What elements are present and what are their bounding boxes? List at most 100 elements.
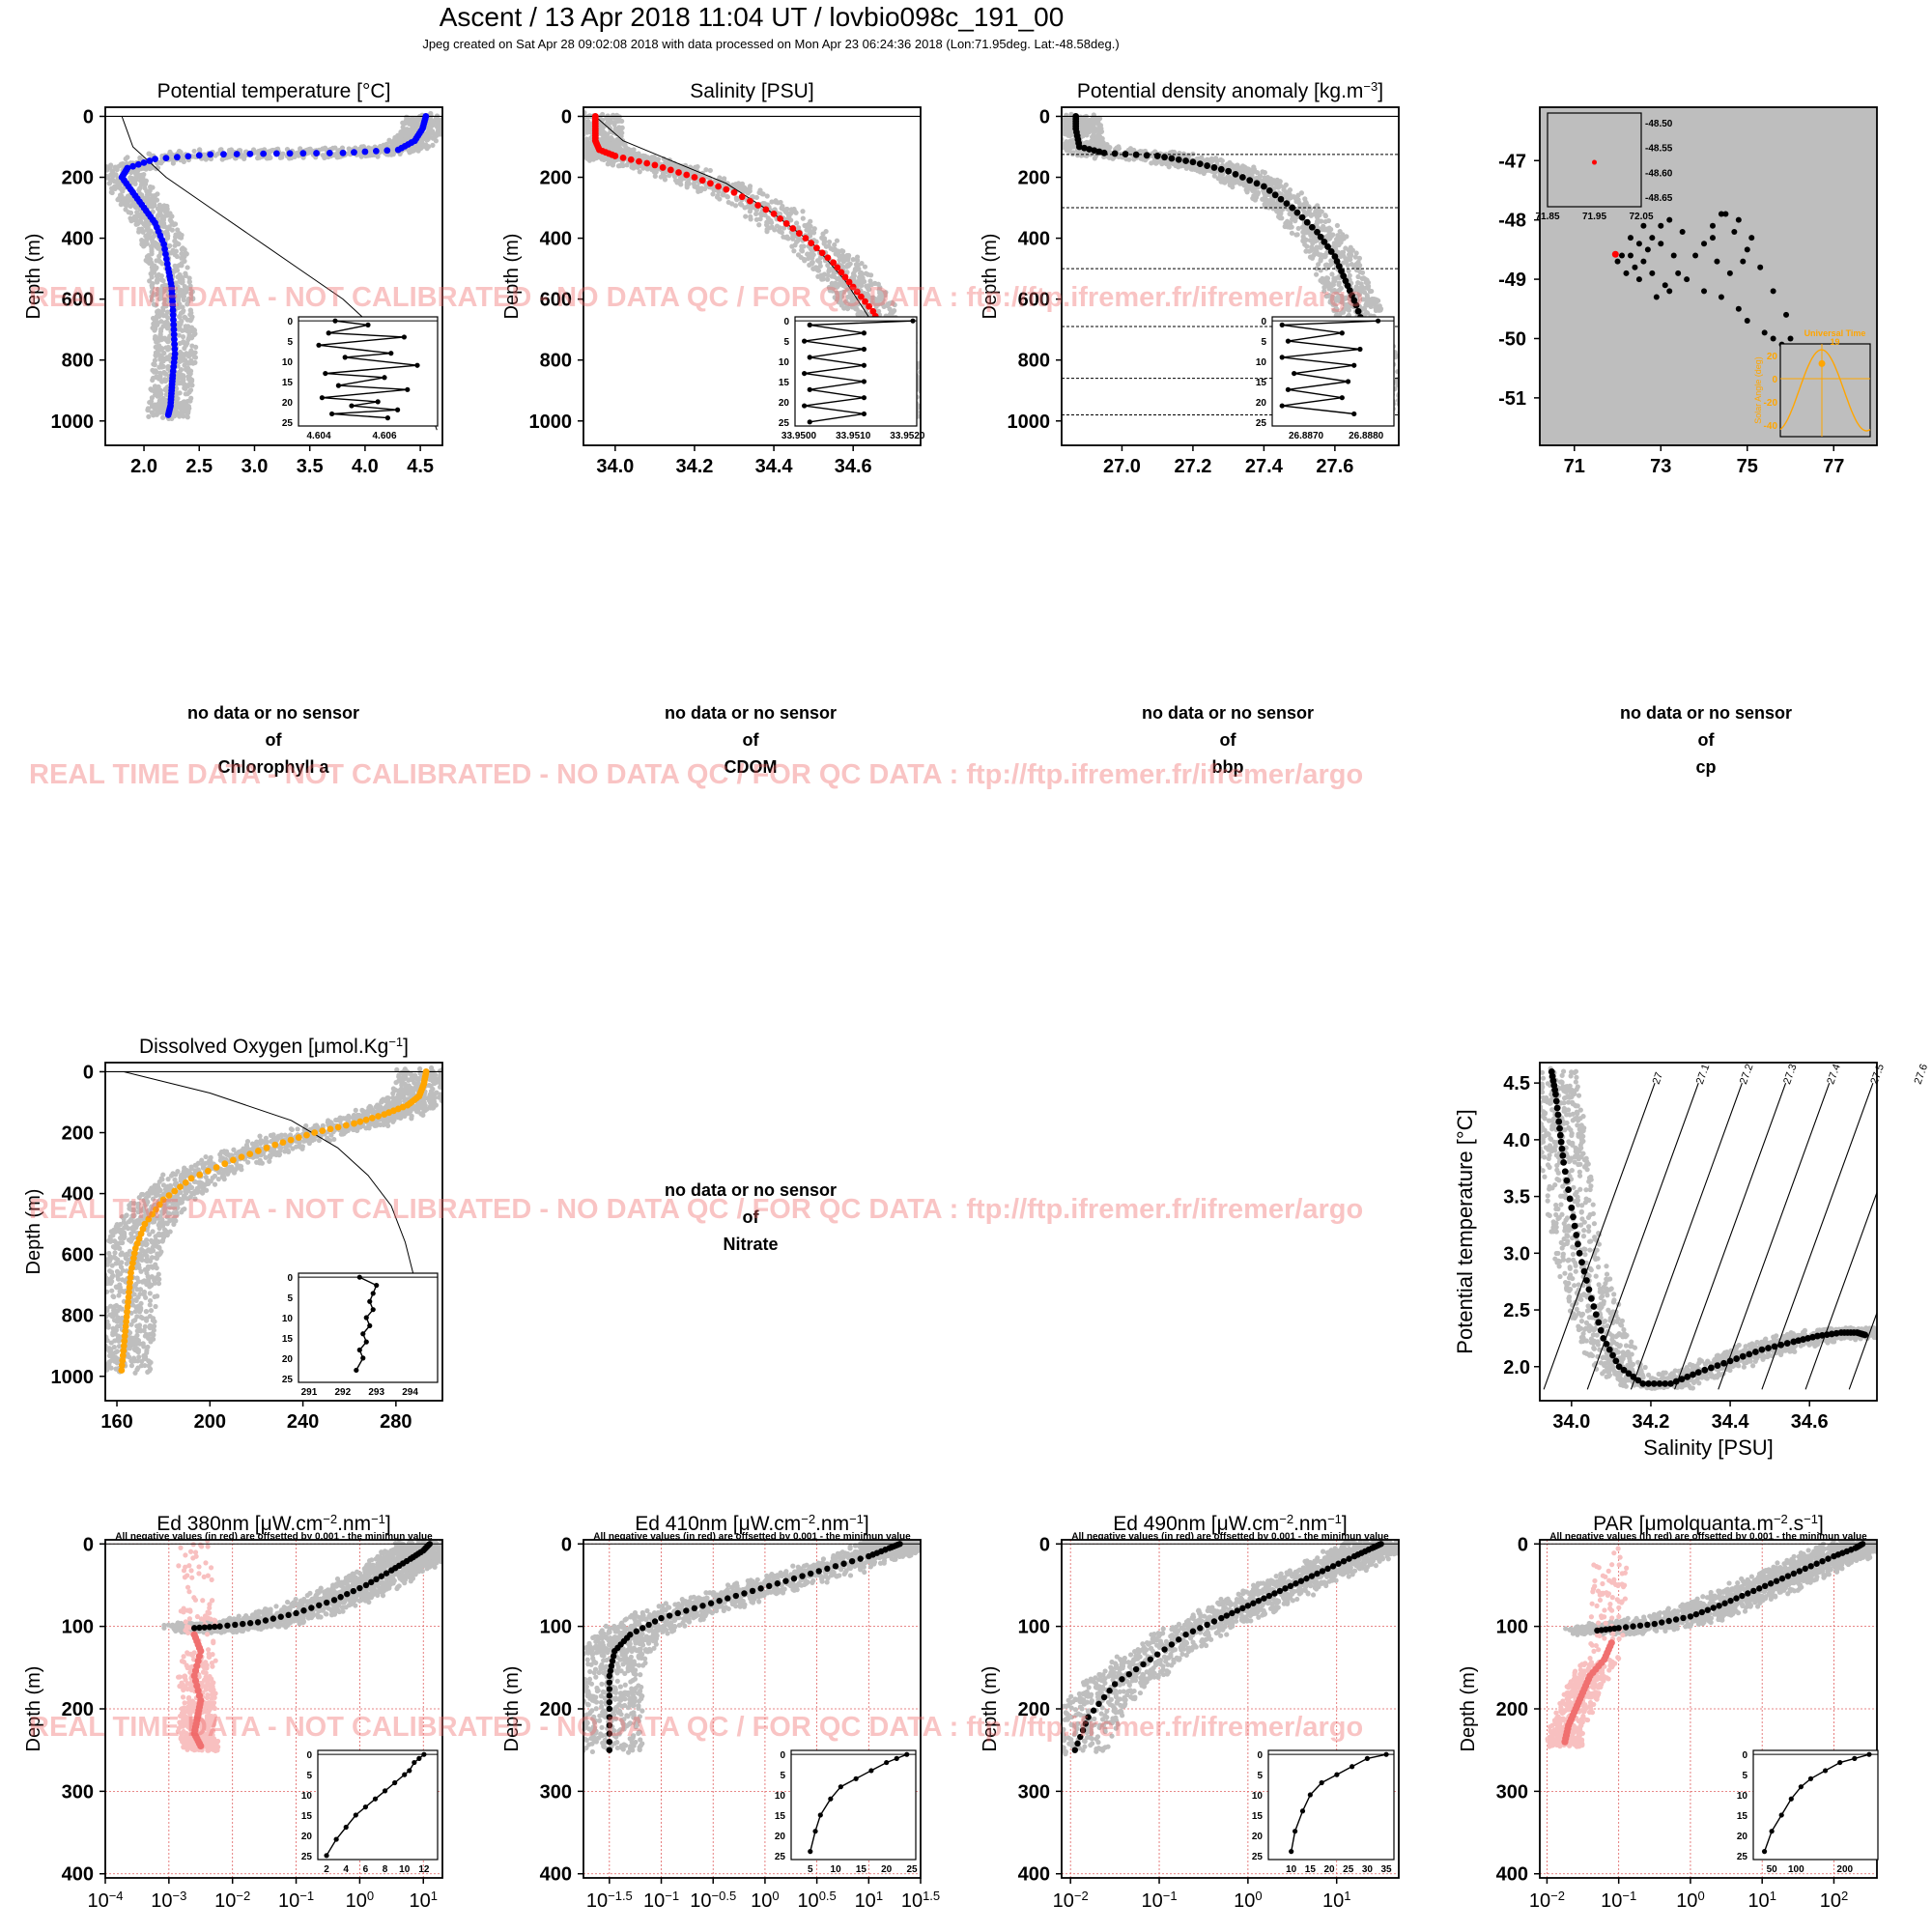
climatology-point bbox=[191, 148, 197, 155]
climatology-point bbox=[573, 146, 578, 151]
climatology-point bbox=[1051, 120, 1056, 125]
climatology-point bbox=[430, 142, 436, 148]
x-tick-label: 3.0 bbox=[242, 456, 269, 477]
climatology-point bbox=[667, 173, 672, 179]
inset-point bbox=[335, 383, 341, 388]
climatology-point bbox=[815, 268, 822, 273]
climatology-point bbox=[849, 302, 855, 308]
climatology-point bbox=[187, 307, 193, 313]
climatology-point bbox=[1325, 217, 1332, 224]
y-tick-label: 400 bbox=[540, 229, 572, 250]
climatology-point bbox=[865, 291, 870, 297]
climatology-point bbox=[1336, 280, 1342, 286]
climatology-point bbox=[924, 390, 929, 395]
data-point bbox=[619, 154, 627, 161]
climatology-point bbox=[1402, 387, 1406, 392]
climatology-point bbox=[1303, 199, 1309, 205]
climatology-point bbox=[1401, 399, 1406, 404]
climatology-point bbox=[191, 327, 198, 333]
climatology-point bbox=[185, 328, 190, 334]
climatology-point bbox=[854, 306, 860, 312]
climatology-point bbox=[881, 303, 887, 309]
climatology-point bbox=[185, 324, 191, 329]
climatology-point bbox=[152, 317, 157, 323]
climatology-point bbox=[170, 160, 176, 166]
climatology-point bbox=[573, 133, 578, 138]
climatology-point bbox=[151, 292, 156, 298]
climatology-point bbox=[1402, 378, 1406, 383]
climatology-point bbox=[578, 147, 582, 152]
climatology-point bbox=[611, 122, 617, 128]
data-point bbox=[715, 183, 722, 190]
climatology-point bbox=[165, 315, 171, 321]
climatology-point bbox=[163, 356, 170, 362]
climatology-point bbox=[575, 141, 580, 146]
climatology-point bbox=[572, 141, 577, 146]
climatology-point bbox=[1324, 275, 1331, 281]
data-point bbox=[394, 146, 402, 154]
climatology-point bbox=[617, 145, 623, 152]
inset-point bbox=[861, 379, 867, 384]
climatology-point bbox=[152, 362, 157, 368]
climatology-point bbox=[1337, 293, 1343, 298]
climatology-point bbox=[402, 121, 408, 127]
climatology-point bbox=[417, 139, 423, 145]
climatology-point bbox=[145, 406, 152, 412]
climatology-point bbox=[1052, 117, 1057, 122]
climatology-point bbox=[1313, 271, 1320, 277]
climatology-point bbox=[925, 391, 930, 396]
climatology-point bbox=[157, 309, 163, 316]
climatology-point bbox=[174, 385, 180, 391]
climatology-point bbox=[185, 265, 190, 270]
climatology-point bbox=[1264, 202, 1270, 208]
climatology-point bbox=[119, 187, 125, 193]
climatology-point bbox=[158, 272, 164, 279]
climatology-point bbox=[129, 175, 135, 182]
climatology-point bbox=[834, 238, 840, 243]
climatology-point bbox=[756, 222, 762, 228]
climatology-point bbox=[652, 173, 658, 180]
climatology-point bbox=[757, 216, 763, 222]
climatology-point bbox=[186, 279, 192, 285]
climatology-point bbox=[1050, 123, 1055, 128]
climatology-point bbox=[635, 164, 640, 170]
data-point bbox=[272, 150, 280, 157]
data-point bbox=[185, 153, 192, 160]
climatology-point bbox=[149, 395, 156, 401]
climatology-point bbox=[799, 248, 806, 254]
climatology-point bbox=[172, 267, 179, 272]
climatology-point bbox=[154, 412, 159, 417]
climatology-point bbox=[268, 155, 273, 160]
data-point bbox=[173, 154, 181, 161]
climatology-point bbox=[1346, 251, 1352, 258]
climatology-point bbox=[160, 313, 167, 319]
inset-point bbox=[342, 355, 348, 360]
inset-point bbox=[388, 351, 394, 356]
climatology-point bbox=[574, 125, 579, 129]
data-point bbox=[683, 171, 691, 179]
climatology-point bbox=[167, 217, 173, 223]
climatology-point bbox=[151, 301, 156, 307]
climatology-point bbox=[1404, 400, 1408, 405]
climatology-point bbox=[1053, 124, 1058, 128]
climatology-point bbox=[876, 308, 882, 314]
climatology-point bbox=[775, 200, 781, 206]
climatology-point bbox=[407, 150, 412, 156]
climatology-point bbox=[114, 166, 120, 173]
climatology-point bbox=[149, 410, 156, 415]
climatology-point bbox=[1052, 129, 1057, 134]
climatology-point bbox=[408, 130, 413, 136]
climatology-point bbox=[843, 298, 849, 304]
climatology-point bbox=[568, 130, 573, 135]
climatology-point bbox=[1126, 156, 1132, 162]
y-tick-label: 800 bbox=[62, 351, 94, 372]
climatology-point bbox=[390, 152, 396, 157]
climatology-point bbox=[148, 243, 155, 249]
climatology-point bbox=[178, 406, 184, 412]
climatology-point bbox=[1051, 118, 1056, 123]
data-point bbox=[789, 225, 797, 232]
climatology-point bbox=[156, 202, 162, 208]
x-tick-label: 34.6 bbox=[835, 456, 872, 477]
climatology-point bbox=[183, 250, 188, 256]
climatology-point bbox=[1346, 268, 1351, 274]
